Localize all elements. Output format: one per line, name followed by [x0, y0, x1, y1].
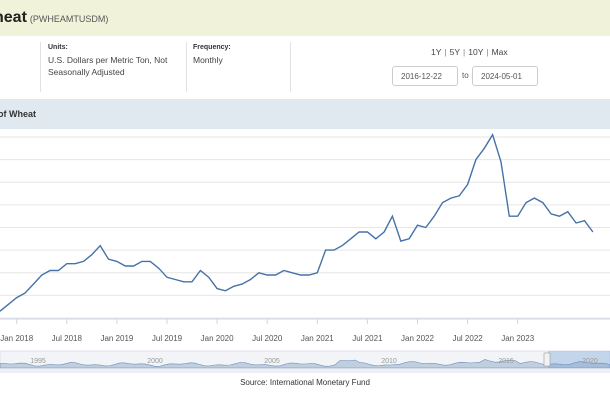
series-id: (PWHEAMTUSDM) [29, 14, 109, 24]
frequency-value: Monthly [193, 55, 223, 65]
x-tick-label: Jul 2022 [452, 334, 483, 343]
frequency-block: Frequency: Monthly [193, 44, 231, 66]
units-value: U.S. Dollars per Metric Ton, Not Seasona… [48, 55, 168, 77]
meta-separator [290, 42, 291, 92]
navigator-label: 2010 [381, 358, 397, 365]
navigator-label: 2005 [264, 358, 280, 365]
range-5y-link[interactable]: 5Y [449, 47, 461, 57]
chart-title-bar: of Wheat [0, 99, 610, 129]
navigator-label: 2020 [582, 358, 598, 365]
x-tick-label: Jan 2021 [301, 334, 334, 343]
range-max-link[interactable]: Max [491, 47, 508, 57]
start-date-input[interactable]: 2016-12-22 [392, 66, 458, 86]
x-tick-label: Jan 2022 [401, 334, 434, 343]
navigator-label: 2000 [147, 358, 163, 365]
x-tick-label: Jul 2020 [252, 334, 283, 343]
range-10y-link[interactable]: 10Y [468, 47, 484, 57]
wheat-price-line [0, 133, 594, 312]
chart-area: Jan 2018 Jul 2018 Jan 2019 Jul 2019 Jan 2020… [0, 129, 610, 400]
x-tick-label: Jul 2019 [152, 334, 183, 343]
range-1y-link[interactable]: 1Y [431, 47, 442, 57]
navigator-selection [548, 351, 610, 368]
x-tick-label: Jan 2018 [0, 334, 33, 343]
frequency-label: Frequency: [193, 44, 231, 51]
series-title-bar: heat(PWHEAMTUSDM) [0, 0, 610, 37]
navigator-label: 2015 [498, 358, 514, 365]
series-title: heat(PWHEAMTUSDM) [0, 9, 109, 26]
navigator-series [0, 359, 610, 369]
x-tick-label: Jan 2019 [100, 334, 133, 343]
meta-separator [186, 42, 187, 92]
source-note: Source: International Monetary Fund [240, 378, 370, 387]
x-tick-label: Jan 2023 [501, 334, 534, 343]
line-chart[interactable]: Jan 2018 Jul 2018 Jan 2019 Jul 2019 Jan 2020… [0, 129, 610, 400]
units-block: Units: U.S. Dollars per Metric Ton, Not … [48, 44, 173, 78]
navigator-handle [543, 352, 551, 367]
x-tick-label: Jan 2020 [201, 334, 234, 343]
end-date-input[interactable]: 2024-05-01 [472, 66, 538, 86]
navigator-scrollbar [0, 369, 610, 373]
units-label: Units: [48, 44, 68, 51]
chart-title: of Wheat [0, 109, 36, 119]
date-to-label: to [462, 71, 469, 80]
x-tick-label: Jul 2021 [352, 334, 383, 343]
range-selector: 1Y | 5Y | 10Y | Max [431, 47, 508, 57]
navigator-label: 1995 [30, 358, 46, 365]
meta-separator [40, 42, 41, 92]
x-tick-label: Jul 2018 [52, 334, 83, 343]
